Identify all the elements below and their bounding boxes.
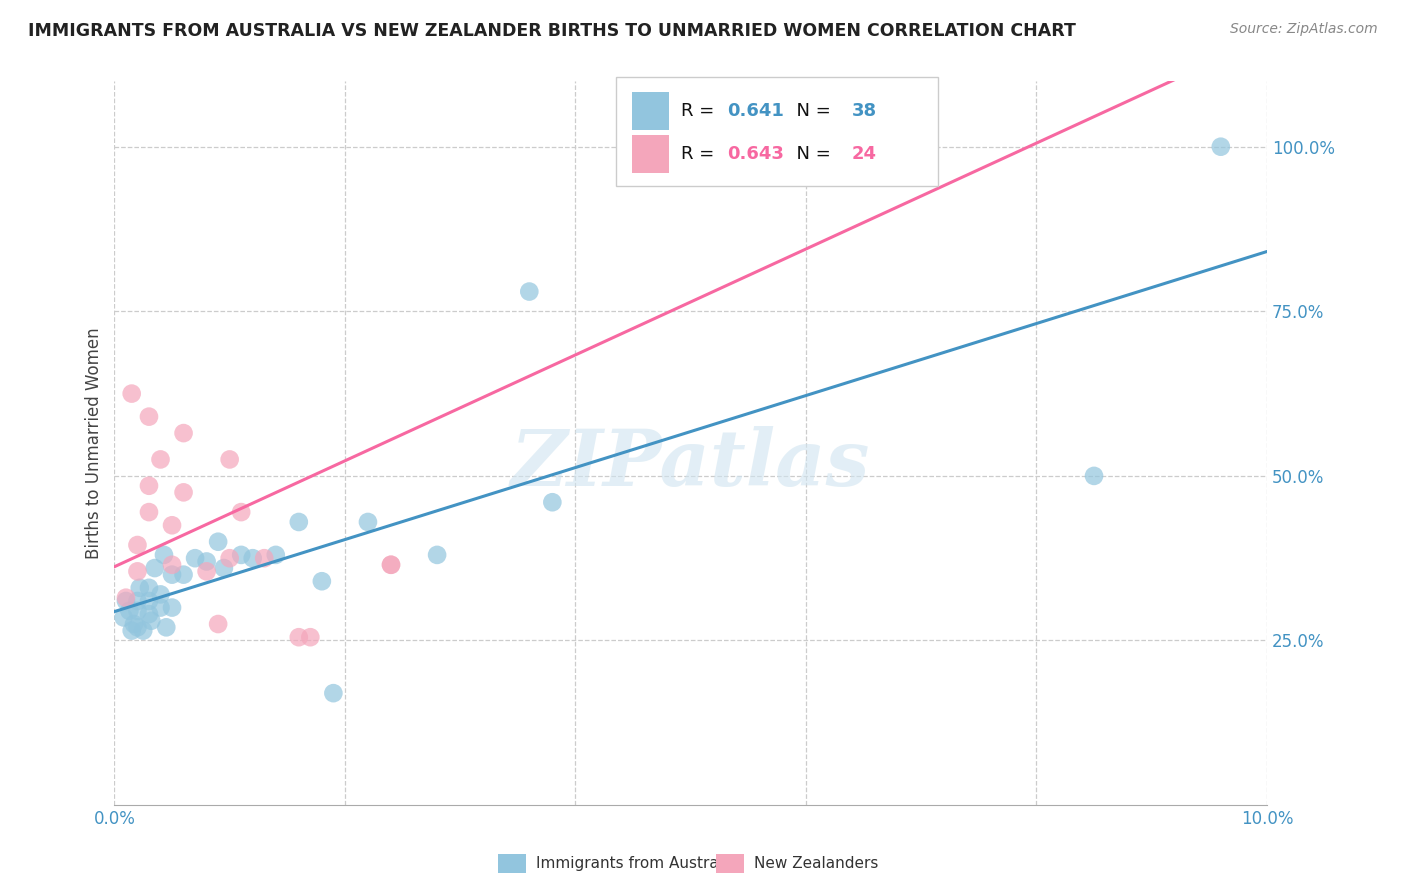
Point	[207, 534, 229, 549]
Point	[138, 581, 160, 595]
Point	[153, 548, 176, 562]
Point	[115, 594, 138, 608]
Point	[122, 617, 145, 632]
Point	[264, 548, 287, 562]
Point	[115, 591, 138, 605]
Point	[112, 610, 135, 624]
Point	[910, 133, 932, 147]
Point	[212, 561, 235, 575]
Point	[195, 565, 218, 579]
Point	[288, 515, 311, 529]
Point	[127, 538, 149, 552]
Point	[118, 604, 141, 618]
Point	[253, 551, 276, 566]
Point	[127, 620, 149, 634]
FancyBboxPatch shape	[631, 135, 669, 173]
Point	[173, 567, 195, 582]
Point	[1083, 469, 1105, 483]
Point	[127, 594, 149, 608]
FancyBboxPatch shape	[616, 78, 938, 186]
Point	[138, 505, 160, 519]
Point	[121, 624, 143, 638]
Point	[242, 551, 264, 566]
Text: 0.641: 0.641	[727, 103, 785, 120]
Point	[160, 600, 183, 615]
Text: New Zealanders: New Zealanders	[754, 856, 877, 871]
Point	[288, 630, 311, 644]
Point	[138, 607, 160, 622]
Text: R =: R =	[682, 145, 720, 163]
Point	[173, 485, 195, 500]
Point	[138, 594, 160, 608]
Point	[149, 452, 172, 467]
Point	[517, 285, 540, 299]
Point	[357, 515, 380, 529]
Point	[218, 551, 240, 566]
Point	[322, 686, 344, 700]
Point	[160, 567, 183, 582]
Point	[149, 587, 172, 601]
Point	[218, 452, 240, 467]
Point	[311, 574, 333, 589]
Y-axis label: Births to Unmarried Women: Births to Unmarried Women	[86, 327, 103, 558]
Text: 24: 24	[852, 145, 877, 163]
Point	[737, 136, 759, 151]
Point	[143, 561, 166, 575]
FancyBboxPatch shape	[631, 93, 669, 130]
Text: R =: R =	[682, 103, 720, 120]
Point	[149, 600, 172, 615]
Point	[155, 620, 177, 634]
Point	[231, 548, 253, 562]
Point	[380, 558, 402, 572]
Point	[299, 630, 322, 644]
Text: Source: ZipAtlas.com: Source: ZipAtlas.com	[1230, 22, 1378, 37]
Point	[128, 581, 150, 595]
Point	[184, 551, 207, 566]
Point	[160, 558, 183, 572]
Point	[127, 604, 149, 618]
Text: ZIPatlas: ZIPatlas	[510, 426, 870, 503]
Text: N =: N =	[785, 103, 837, 120]
Text: Immigrants from Australia: Immigrants from Australia	[536, 856, 737, 871]
Point	[132, 624, 155, 638]
Point	[541, 495, 564, 509]
Point	[127, 565, 149, 579]
Point	[380, 558, 402, 572]
Point	[426, 548, 449, 562]
Point	[173, 426, 195, 441]
Point	[160, 518, 183, 533]
Text: N =: N =	[785, 145, 837, 163]
Point	[141, 614, 163, 628]
Point	[231, 505, 253, 519]
Point	[138, 409, 160, 424]
Text: 38: 38	[852, 103, 877, 120]
Text: 0.643: 0.643	[727, 145, 785, 163]
Point	[207, 617, 229, 632]
Text: IMMIGRANTS FROM AUSTRALIA VS NEW ZEALANDER BIRTHS TO UNMARRIED WOMEN CORRELATION: IMMIGRANTS FROM AUSTRALIA VS NEW ZEALAND…	[28, 22, 1076, 40]
Point	[1209, 139, 1232, 153]
Point	[195, 554, 218, 568]
Point	[138, 479, 160, 493]
Point	[121, 386, 143, 401]
